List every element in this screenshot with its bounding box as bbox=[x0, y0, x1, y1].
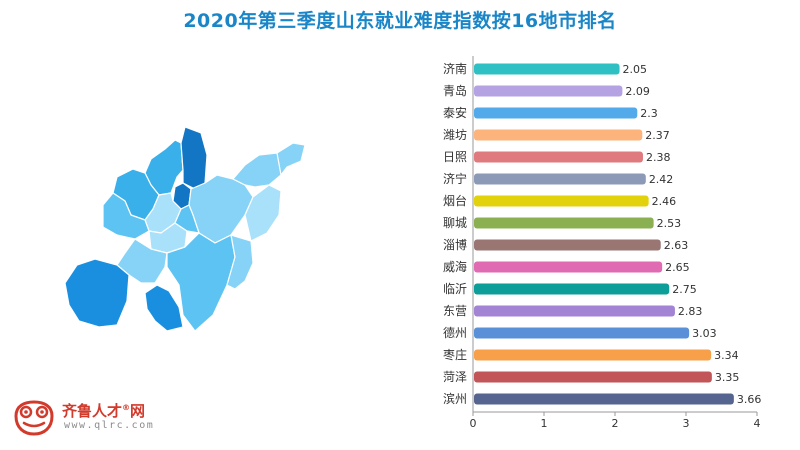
category-label: 威海 bbox=[443, 259, 467, 274]
category-label: 枣庄 bbox=[443, 347, 467, 362]
category-label: 日照 bbox=[443, 150, 467, 164]
bar bbox=[474, 305, 675, 317]
value-label: 2.09 bbox=[625, 85, 650, 98]
category-label: 德州 bbox=[443, 325, 467, 340]
category-label: 潍坊 bbox=[443, 127, 467, 142]
value-label: 3.35 bbox=[715, 371, 740, 384]
map-region-rizhao bbox=[226, 234, 254, 290]
value-label: 2.63 bbox=[664, 239, 689, 252]
x-tick-label: 2 bbox=[612, 417, 619, 430]
bar bbox=[474, 151, 643, 163]
bar bbox=[474, 283, 670, 295]
map-region-jining bbox=[116, 238, 168, 284]
map-region-qingdao bbox=[244, 184, 282, 242]
category-label: 东营 bbox=[443, 304, 467, 318]
bar bbox=[474, 173, 646, 185]
x-tick-label: 3 bbox=[683, 417, 690, 430]
category-label: 济宁 bbox=[443, 171, 467, 186]
chart-title: 2020年第三季度山东就业难度指数按16地市排名 bbox=[183, 10, 617, 32]
bar bbox=[474, 85, 623, 97]
value-label: 2.42 bbox=[649, 173, 674, 186]
value-label: 2.83 bbox=[678, 305, 703, 318]
bar bbox=[474, 217, 654, 229]
bar bbox=[474, 107, 638, 119]
value-label: 3.34 bbox=[714, 349, 739, 362]
bar bbox=[474, 327, 690, 339]
map-region-heze bbox=[64, 258, 130, 328]
category-label: 临沂 bbox=[443, 282, 467, 296]
value-label: 2.65 bbox=[665, 261, 690, 274]
value-label: 2.75 bbox=[672, 283, 697, 296]
map-region-weihai bbox=[276, 142, 306, 176]
x-tick-label: 4 bbox=[754, 417, 761, 430]
bar bbox=[474, 63, 620, 75]
category-label: 青岛 bbox=[443, 83, 467, 98]
category-label: 济南 bbox=[443, 61, 467, 76]
bar bbox=[474, 261, 663, 273]
value-label: 2.46 bbox=[652, 195, 677, 208]
category-label: 烟台 bbox=[443, 193, 467, 208]
map-region-zaozhuang bbox=[144, 284, 184, 332]
logo-url-text: www.qlrc.com bbox=[64, 420, 155, 431]
category-label: 泰安 bbox=[443, 105, 467, 120]
bar bbox=[474, 239, 661, 251]
category-label: 聊城 bbox=[443, 216, 467, 230]
frog-logo-icon bbox=[14, 400, 54, 436]
category-label: 菏泽 bbox=[443, 370, 467, 384]
value-label: 2.3 bbox=[640, 107, 658, 120]
bar bbox=[474, 349, 712, 361]
x-tick-label: 0 bbox=[470, 417, 477, 430]
logo-brand-text: 齐鲁人才®网 bbox=[62, 402, 146, 420]
map-region-linyi bbox=[166, 232, 236, 332]
value-label: 2.53 bbox=[657, 217, 682, 230]
map-region-zibo-south bbox=[174, 204, 200, 234]
bar bbox=[474, 371, 712, 383]
bar bbox=[474, 195, 649, 207]
category-label: 淄博 bbox=[443, 237, 467, 252]
bar bbox=[474, 129, 643, 141]
x-tick-label: 1 bbox=[541, 417, 548, 430]
value-label: 2.05 bbox=[623, 63, 648, 76]
shandong-map bbox=[64, 126, 306, 332]
map-region-liaocheng bbox=[102, 192, 150, 240]
category-label: 滨州 bbox=[443, 391, 467, 406]
value-label: 2.37 bbox=[645, 129, 670, 142]
qlrc-logo: 齐鲁人才®网 www.qlrc.com bbox=[12, 398, 212, 438]
value-label: 2.38 bbox=[646, 151, 671, 164]
bar bbox=[474, 393, 734, 405]
value-label: 3.03 bbox=[692, 327, 717, 340]
value-label: 3.66 bbox=[737, 393, 762, 406]
